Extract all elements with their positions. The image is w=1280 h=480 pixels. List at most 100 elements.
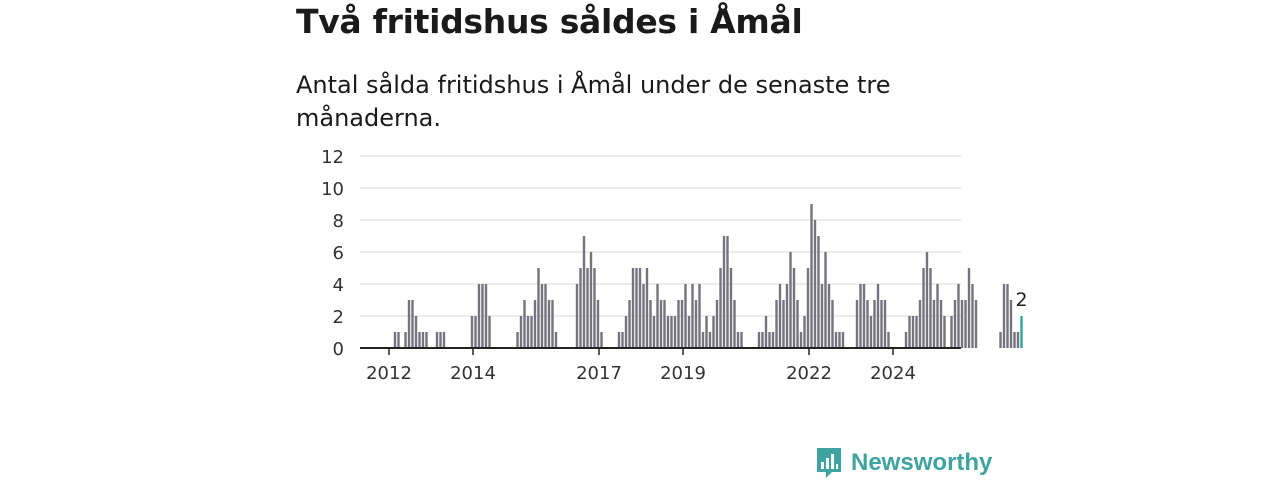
bar [680, 300, 684, 348]
bar [1013, 332, 1016, 348]
bar [684, 284, 687, 348]
bar [593, 268, 596, 348]
bar [712, 316, 715, 348]
bar [397, 332, 400, 348]
bar [404, 332, 407, 348]
bar [764, 316, 768, 348]
bar [740, 332, 743, 348]
bar [782, 300, 785, 348]
x-tick-label: 2017 [576, 363, 622, 384]
bar [488, 316, 491, 348]
bar [932, 300, 936, 348]
bar [834, 332, 838, 348]
bar [551, 300, 554, 348]
bar [579, 268, 582, 348]
bar [911, 316, 915, 348]
bar [866, 300, 869, 348]
bar [953, 300, 957, 348]
chart-bars [393, 204, 1023, 348]
bar [719, 268, 722, 348]
bar [621, 332, 624, 348]
bar [799, 332, 803, 348]
bar [918, 300, 922, 348]
bar [649, 300, 652, 348]
bar [722, 236, 726, 348]
bar [757, 332, 761, 348]
bar [964, 300, 967, 348]
bar [936, 284, 939, 348]
bar [939, 300, 943, 348]
bar [838, 332, 841, 348]
bar [537, 268, 540, 348]
bar [407, 300, 411, 348]
bar [810, 204, 813, 348]
bar [673, 316, 677, 348]
bar [526, 316, 530, 348]
bar [481, 284, 484, 348]
bar [635, 268, 638, 348]
y-axis-ticks: 0 2 4 6 8 10 12 [321, 147, 344, 360]
x-tick-label: 2019 [660, 363, 706, 384]
bar [775, 300, 778, 348]
bar [862, 284, 866, 348]
bar [701, 332, 705, 348]
bar [785, 284, 789, 348]
y-tick-label: 8 [333, 211, 344, 232]
bar [915, 316, 918, 348]
bar [1002, 284, 1006, 348]
page-title: Två fritidshus såldes i Åmål [296, 2, 803, 41]
x-axis-ticks: 2012 2014 2017 2019 2022 2024 [366, 348, 916, 384]
bar [792, 268, 796, 348]
bar [533, 300, 537, 348]
bar [950, 316, 953, 348]
bar [876, 284, 880, 348]
bar [652, 316, 656, 348]
bar [971, 284, 974, 348]
bar [540, 284, 544, 348]
bar-chart: 0 2 4 6 8 10 12 2012 2014 2017 2019 2022 2024 2 [321, 147, 1027, 384]
bar [999, 332, 1002, 348]
bar [638, 268, 642, 348]
bar [796, 300, 799, 348]
bar [761, 332, 764, 348]
newsworthy-logo-icon [817, 448, 841, 478]
bar [908, 316, 911, 348]
bar [530, 316, 533, 348]
newsworthy-brand: Newsworthy [815, 446, 992, 480]
bar [421, 332, 425, 348]
bar [474, 316, 477, 348]
page-subtitle: Antal sålda fritidshus i Åmål under de s… [296, 71, 891, 132]
bar [841, 332, 845, 348]
bar [708, 332, 712, 348]
bar [960, 300, 964, 348]
bar [439, 332, 442, 348]
bar [715, 300, 719, 348]
y-tick-label: 10 [321, 179, 344, 200]
bar [1016, 332, 1020, 348]
bar [677, 300, 680, 348]
x-tick-label: 2014 [450, 363, 496, 384]
bar [729, 268, 733, 348]
bar [586, 268, 589, 348]
bar [544, 284, 547, 348]
bar [1009, 300, 1013, 348]
bar [670, 316, 673, 348]
bar [974, 300, 978, 348]
bar [547, 300, 551, 348]
bar [817, 236, 820, 348]
bar [726, 236, 729, 348]
bar [694, 300, 698, 348]
bar [691, 284, 694, 348]
bar [425, 332, 428, 348]
bar [575, 284, 579, 348]
bar [824, 252, 827, 348]
x-tick-label: 2024 [870, 363, 916, 384]
bar [880, 300, 883, 348]
bar [768, 332, 771, 348]
bar [411, 300, 414, 348]
bar [687, 316, 691, 348]
bar [484, 284, 488, 348]
bar [554, 332, 558, 348]
bar [943, 316, 946, 348]
brand-name: Newsworthy [851, 449, 993, 476]
